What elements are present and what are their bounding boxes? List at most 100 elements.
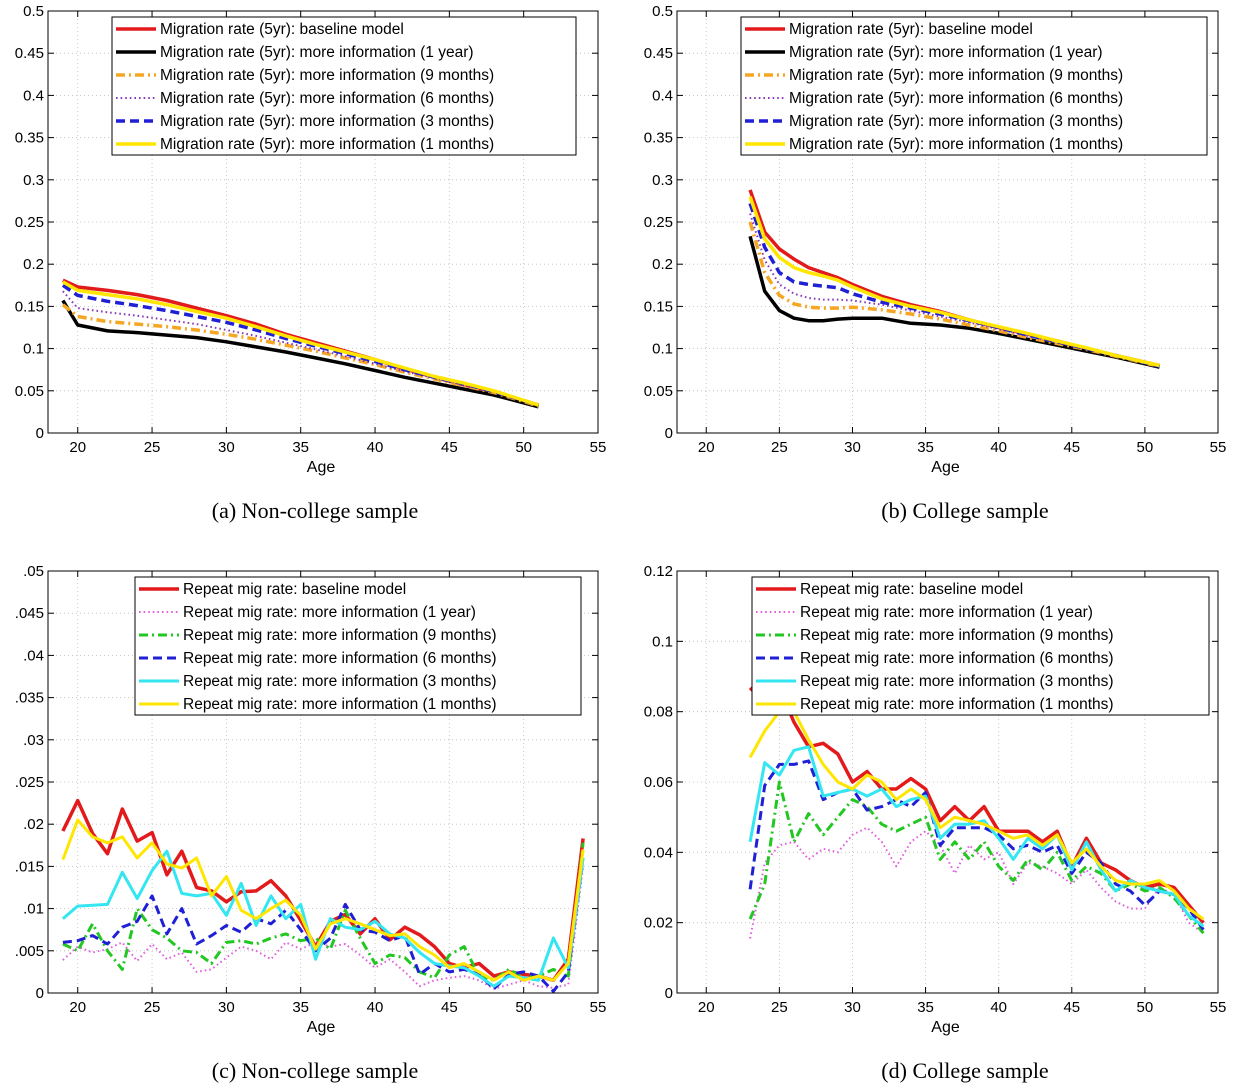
x-tick-label: 55	[590, 439, 607, 456]
legend-box	[751, 576, 1210, 716]
series-line-6	[748, 196, 1160, 368]
chart-caption: (a) Non-college sample	[212, 498, 418, 523]
legend: Repeat mig rate: baseline model Repeat mi…	[134, 576, 582, 716]
y-tick-label: 0.35	[644, 130, 673, 147]
y-tick-label: 0.2	[23, 256, 44, 273]
y-tick-label: .01	[23, 901, 44, 918]
y-tick-label: 0.12	[644, 563, 673, 580]
legend-entry-1: Repeat mig rate: baseline model	[183, 581, 406, 598]
x-tick-label: 35	[292, 439, 309, 456]
series-line-4	[62, 857, 585, 993]
legend-entry-4: Repeat mig rate: more information (6 mon…	[183, 650, 497, 667]
legend-entry-3: Repeat mig rate: more information (9 mon…	[800, 627, 1114, 644]
x-tick-label: 30	[844, 439, 861, 456]
legend: Migration rate (5yr): baseline model Migr…	[111, 16, 577, 156]
series-line-1	[748, 189, 1160, 368]
legend-entry-3: Migration rate (5yr): more information (…	[160, 67, 494, 84]
legend-entry-4: Migration rate (5yr): more information (…	[160, 90, 494, 107]
y-tick-label: 0.3	[23, 172, 44, 189]
x-tick-label: 50	[1137, 999, 1154, 1016]
x-tick-label: 25	[771, 439, 788, 456]
y-tick-label: 0	[665, 425, 673, 442]
series-line-5	[748, 202, 1160, 368]
legend-entry-6: Repeat mig rate: more information (1 mon…	[800, 696, 1114, 713]
legend-entry-1: Migration rate (5yr): baseline model	[160, 21, 404, 38]
x-tick-label: 20	[698, 439, 715, 456]
y-tick-label: 0.3	[652, 172, 673, 189]
series-line-2	[748, 235, 1160, 369]
legend-entry-6: Migration rate (5yr): more information (…	[160, 136, 494, 153]
y-tick-label: 0	[36, 425, 44, 442]
y-tick-label: 0.45	[644, 45, 673, 62]
y-tick-label: .02	[23, 816, 44, 833]
legend-entry-5: Repeat mig rate: more information (3 mon…	[800, 673, 1114, 690]
y-tick-label: .015	[15, 858, 44, 875]
legend-entry-2: Repeat mig rate: more information (1 yea…	[800, 604, 1093, 621]
x-tick-label: 55	[1210, 999, 1227, 1016]
x-tick-label: 35	[292, 999, 309, 1016]
series-line-6	[61, 818, 585, 982]
chart-1: 20 25 30 35 40 45 50 55 0 0.05 0.1 0.15 0.2 0.25 0.3 0.…	[15, 3, 607, 523]
chart-caption: (b) College sample	[881, 498, 1048, 523]
legend-entry-6: Repeat mig rate: more information (1 mon…	[183, 696, 497, 713]
x-tick-label: 40	[367, 999, 384, 1016]
x-axis-label: Age	[931, 459, 960, 476]
series-line-3	[748, 780, 1205, 935]
series-line-2	[62, 866, 585, 990]
y-tick-label: .05	[23, 563, 44, 580]
y-tick-label: 0.08	[644, 704, 673, 721]
x-tick-label: 45	[441, 439, 458, 456]
x-tick-label: 30	[218, 999, 235, 1016]
series-line-5	[748, 745, 1205, 928]
y-tick-label: 0.1	[23, 341, 44, 358]
y-tick-label: .04	[23, 647, 44, 664]
y-tick-label: 0	[36, 985, 44, 1002]
legend-entry-1: Repeat mig rate: baseline model	[800, 581, 1023, 598]
chart-caption: (d) College sample	[881, 1058, 1048, 1083]
legend-box	[740, 16, 1208, 156]
series-line-3	[62, 842, 585, 982]
y-tick-label: 0.02	[644, 915, 673, 932]
x-tick-label: 30	[218, 439, 235, 456]
y-tick-label: 0.06	[644, 774, 673, 791]
legend-entry-6: Migration rate (5yr): more information (…	[789, 136, 1123, 153]
x-tick-label: 35	[917, 439, 934, 456]
x-axis-label: Age	[931, 1019, 960, 1036]
y-tick-label: .03	[23, 732, 44, 749]
x-tick-label: 55	[590, 999, 607, 1016]
y-tick-label: 0.15	[644, 298, 673, 315]
legend-box	[111, 16, 577, 156]
legend-entry-4: Migration rate (5yr): more information (…	[789, 90, 1123, 107]
y-tick-label: 0.5	[652, 3, 673, 20]
y-tick-label: 0.15	[15, 298, 44, 315]
legend: Repeat mig rate: baseline model Repeat mi…	[751, 576, 1210, 716]
y-tick-label: .005	[15, 943, 44, 960]
x-axis-label: Age	[307, 1019, 336, 1036]
chart-4: 20 25 30 35 40 45 50 55 0 0.02 0.04 0.06 0.08 0.1 0.12…	[644, 563, 1227, 1083]
x-tick-label: 45	[441, 999, 458, 1016]
y-tick-label: 0.35	[15, 130, 44, 147]
x-tick-label: 40	[367, 439, 384, 456]
x-tick-label: 50	[515, 999, 532, 1016]
x-tick-label: 40	[990, 439, 1007, 456]
y-tick-label: 0	[665, 985, 673, 1002]
series-line-6	[748, 710, 1205, 921]
x-tick-label: 20	[69, 999, 86, 1016]
legend-entry-3: Migration rate (5yr): more information (…	[789, 67, 1123, 84]
legend-entry-5: Migration rate (5yr): more information (…	[789, 113, 1123, 130]
x-tick-label: 45	[1063, 439, 1080, 456]
series-line-3	[748, 221, 1160, 369]
series-line-3	[61, 303, 540, 408]
x-tick-label: 45	[1063, 999, 1080, 1016]
y-tick-label: 0.1	[652, 341, 673, 358]
series-line-4	[749, 213, 1160, 368]
y-tick-label: 0.5	[23, 3, 44, 20]
x-tick-label: 25	[144, 439, 161, 456]
x-tick-label: 50	[1137, 439, 1154, 456]
y-tick-label: 0.25	[644, 214, 673, 231]
x-tick-label: 20	[69, 439, 86, 456]
x-tick-label: 50	[515, 439, 532, 456]
y-tick-label: 0.05	[15, 383, 44, 400]
series-line-2	[749, 826, 1204, 939]
